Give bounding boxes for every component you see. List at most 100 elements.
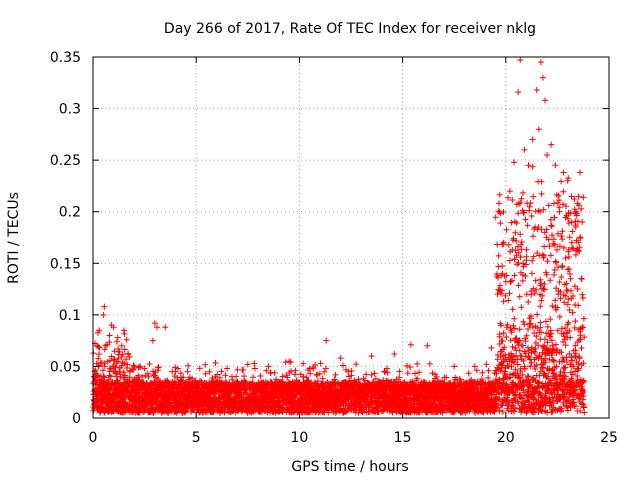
data-point bbox=[263, 367, 270, 374]
data-point bbox=[251, 365, 258, 372]
data-point bbox=[319, 375, 326, 382]
data-point bbox=[178, 377, 185, 384]
data-point bbox=[518, 238, 525, 245]
data-point bbox=[292, 393, 299, 400]
data-point bbox=[222, 372, 229, 379]
data-point bbox=[101, 360, 108, 367]
data-point bbox=[404, 370, 411, 377]
data-point bbox=[257, 372, 264, 379]
data-point bbox=[396, 374, 403, 381]
data-point bbox=[307, 370, 314, 377]
data-point bbox=[381, 369, 388, 376]
data-point bbox=[102, 342, 109, 349]
data-point bbox=[433, 373, 440, 380]
data-point bbox=[500, 330, 507, 337]
data-point bbox=[516, 326, 523, 333]
data-point bbox=[485, 367, 492, 374]
data-point bbox=[202, 370, 209, 377]
data-point bbox=[112, 364, 119, 371]
data-point bbox=[509, 343, 516, 350]
data-point bbox=[396, 368, 403, 375]
data-point bbox=[312, 361, 319, 368]
data-point bbox=[123, 336, 130, 343]
data-point bbox=[118, 353, 125, 360]
data-point bbox=[483, 361, 490, 368]
data-point bbox=[107, 373, 114, 380]
data-point bbox=[180, 374, 187, 381]
data-point bbox=[518, 195, 525, 202]
data-point bbox=[479, 369, 486, 376]
data-point bbox=[111, 356, 118, 363]
data-point bbox=[106, 357, 113, 364]
data-point bbox=[108, 353, 115, 360]
data-point bbox=[112, 370, 119, 377]
data-point bbox=[518, 246, 525, 253]
data-point bbox=[251, 360, 258, 367]
data-point bbox=[416, 369, 423, 376]
data-point bbox=[115, 345, 122, 352]
data-point bbox=[317, 360, 324, 367]
data-point bbox=[407, 364, 414, 371]
data-point bbox=[216, 374, 223, 381]
data-point bbox=[94, 372, 101, 379]
data-point bbox=[241, 373, 248, 380]
data-point bbox=[110, 357, 117, 364]
data-point bbox=[113, 338, 120, 345]
data-point bbox=[339, 362, 346, 369]
data-point bbox=[465, 370, 472, 377]
data-point bbox=[279, 373, 286, 380]
data-point bbox=[121, 360, 128, 367]
data-point bbox=[300, 360, 307, 367]
data-point bbox=[229, 376, 236, 383]
data-point bbox=[321, 368, 328, 375]
data-point bbox=[499, 408, 506, 415]
data-point bbox=[155, 364, 162, 371]
data-point bbox=[509, 237, 516, 244]
data-point bbox=[209, 375, 216, 382]
data-point bbox=[497, 220, 504, 227]
data-point bbox=[154, 367, 161, 374]
data-point bbox=[414, 360, 421, 367]
data-point bbox=[303, 374, 310, 381]
data-point bbox=[355, 376, 362, 383]
data-point bbox=[196, 365, 203, 372]
data-point bbox=[95, 355, 102, 362]
data-point bbox=[137, 364, 144, 371]
data-point bbox=[499, 263, 506, 270]
data-point bbox=[202, 361, 209, 368]
data-point bbox=[292, 367, 299, 374]
data-point bbox=[197, 377, 204, 384]
data-point bbox=[106, 372, 113, 379]
data-point bbox=[119, 351, 126, 358]
data-point bbox=[284, 374, 291, 381]
data-point bbox=[105, 376, 112, 383]
data-point bbox=[345, 373, 352, 380]
data-point bbox=[362, 377, 369, 384]
data-point bbox=[233, 373, 240, 380]
data-point bbox=[495, 200, 502, 207]
data-point bbox=[106, 339, 113, 346]
data-point bbox=[250, 374, 257, 381]
data-point bbox=[492, 214, 499, 221]
data-points bbox=[90, 57, 588, 416]
data-point bbox=[403, 362, 410, 369]
data-point bbox=[517, 199, 524, 206]
data-point bbox=[95, 351, 102, 358]
data-point bbox=[345, 368, 352, 375]
data-point bbox=[95, 343, 102, 350]
data-point bbox=[117, 371, 124, 378]
data-point bbox=[120, 369, 127, 376]
data-point bbox=[144, 370, 151, 377]
data-point bbox=[343, 408, 350, 415]
data-point bbox=[195, 381, 202, 388]
data-point bbox=[101, 363, 108, 370]
data-point bbox=[503, 334, 510, 341]
data-point bbox=[240, 367, 247, 374]
data-point bbox=[515, 210, 522, 217]
data-point bbox=[185, 362, 192, 369]
data-point bbox=[92, 367, 99, 374]
data-point bbox=[100, 373, 107, 380]
data-point bbox=[506, 257, 513, 264]
data-point bbox=[505, 297, 512, 304]
